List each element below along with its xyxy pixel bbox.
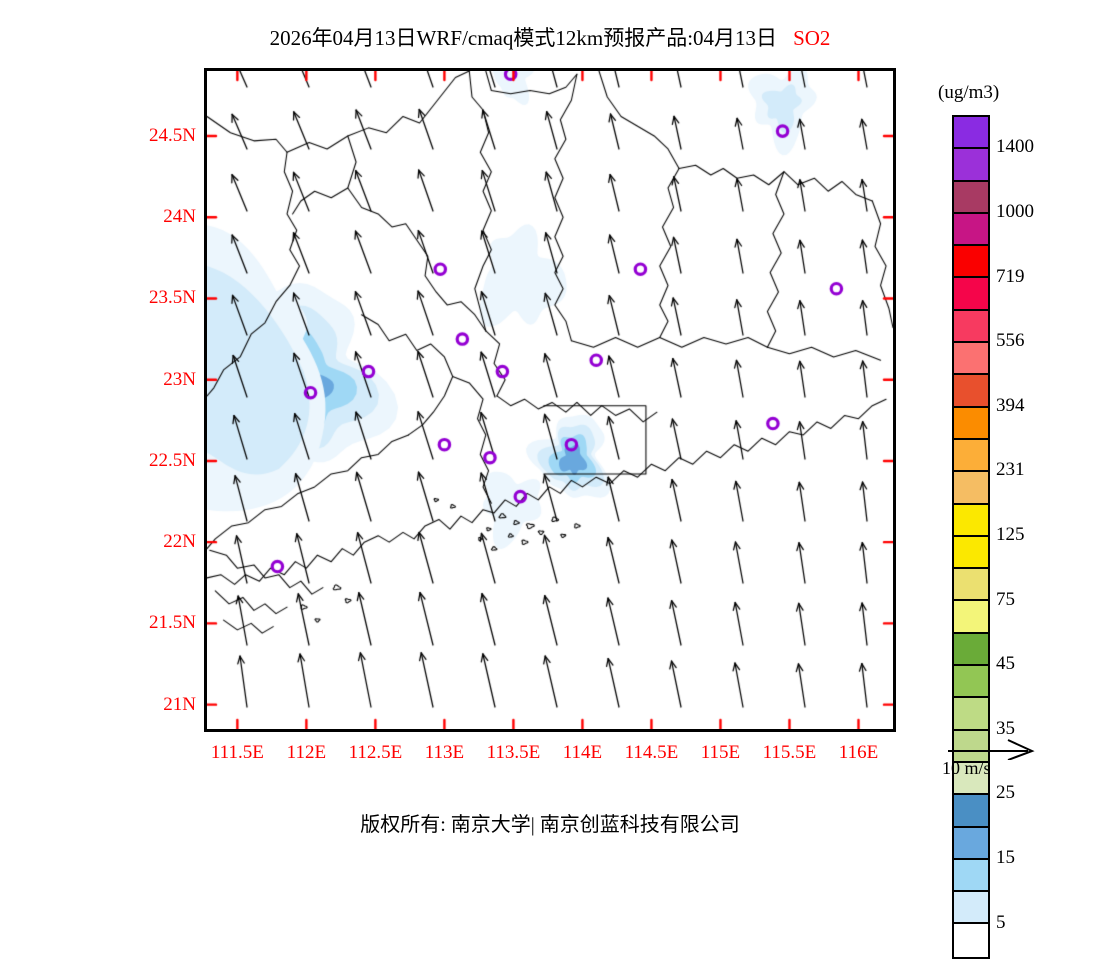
colorbar-band [954, 375, 988, 408]
colorbar-band [954, 246, 988, 279]
y-axis-tick-label: 22N [163, 531, 196, 553]
legend-units-label: (ug/m3) [938, 82, 1000, 103]
y-axis-tick-label: 21.5N [149, 612, 196, 634]
colorbar-label: 1400 [996, 136, 1034, 158]
colorbar-band [954, 149, 988, 182]
y-axis-tick-label: 23N [163, 368, 196, 390]
colorbar-band [954, 504, 988, 537]
colorbar-band [954, 536, 988, 570]
x-axis-tick-label: 114E [562, 742, 603, 763]
colorbar-label: 5 [996, 911, 1006, 933]
colorbar-label: 45 [996, 653, 1015, 675]
y-axis-tick-label: 24N [163, 206, 196, 228]
colorbar-band [954, 343, 988, 376]
colorbar-band [954, 310, 988, 344]
colorbar-band [954, 407, 988, 440]
y-axis-tick-label: 22.5N [149, 449, 196, 471]
colorbar-band [954, 859, 988, 893]
colorbar-label: 231 [996, 459, 1025, 481]
colorbar-band [954, 213, 988, 247]
copyright-footer: 版权所有: 南京大学| 南京创蓝科技有限公司 [360, 814, 740, 836]
x-axis-tick-label: 112E [286, 742, 327, 763]
colorbar-band [954, 762, 988, 796]
colorbar-label: 394 [996, 394, 1025, 416]
colorbar-label: 719 [996, 265, 1025, 287]
y-axis-label-group: 24.5N 24N 23.5N 23N 22.5N 22N 21.5N 21N [100, 0, 196, 850]
colorbar-label: 15 [996, 846, 1015, 868]
colorbar-label: 1000 [996, 200, 1034, 222]
x-axis-tick-label: 116E [838, 742, 879, 763]
title-main-text: 2026年04月13日WRF/cmaq模式12km预报产品:04月13日 [269, 26, 778, 50]
colorbar-band [954, 472, 988, 505]
x-axis-tick-label: 113E [424, 742, 465, 763]
x-axis-tick-label: 112.5E [348, 742, 403, 763]
colorbar-label: 125 [996, 523, 1025, 545]
colorbar-label: 75 [996, 588, 1015, 610]
colorbar-band [954, 633, 988, 667]
x-axis-tick-label: 115E [700, 742, 741, 763]
x-axis-tick-label: 115.5E [762, 742, 817, 763]
colorbar-band [954, 698, 988, 731]
wind-scale-legend: 10 m/s [940, 738, 1090, 788]
legend-panel: (ug/m3) 1400 1000 719 556 394 231 125 75 45 35 25 1… [930, 82, 1095, 959]
x-axis-label-group: 111.5E 112E 112.5E 113E 113.5E 114E 114.5E 115E… [0, 742, 1100, 772]
colorbar-band [954, 795, 988, 828]
x-axis-tick-label: 114.5E [624, 742, 679, 763]
colorbar-label: 25 [996, 782, 1015, 804]
colorbar-label: 556 [996, 330, 1025, 352]
colorbar-band [954, 278, 988, 311]
colorbar-band [954, 569, 988, 602]
colorbar-band [954, 924, 988, 957]
map-canvas[interactable] [207, 71, 893, 729]
x-axis-tick-label: 111.5E [210, 742, 264, 763]
chart-title: 2026年04月13日WRF/cmaq模式12km预报产品:04月13日 SO2 [0, 22, 1100, 52]
colorbar-band [954, 439, 988, 473]
colorbar-label: 35 [996, 717, 1015, 739]
colorbar-band [954, 892, 988, 925]
colorbar-band [954, 666, 988, 699]
colorbar-band [954, 601, 988, 634]
y-axis-tick-label: 21N [163, 693, 196, 715]
right-arrow-icon [948, 739, 1035, 760]
title-species-label: SO2 [793, 26, 831, 50]
colorbar-band [954, 730, 988, 763]
y-axis-tick-label: 24.5N [149, 124, 196, 146]
map-plot-frame[interactable] [204, 68, 896, 732]
colorbar-band [954, 117, 988, 150]
colorbar-band [954, 181, 988, 214]
x-axis-tick-label: 113.5E [486, 742, 541, 763]
y-axis-tick-label: 23.5N [149, 287, 196, 309]
wind-scale-label: 10 m/s [942, 758, 991, 778]
